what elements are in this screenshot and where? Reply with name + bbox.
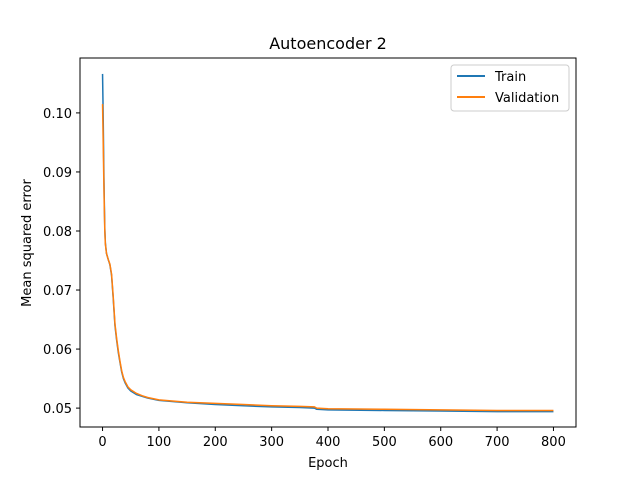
x-tick-label: 800 (541, 435, 566, 450)
x-tick-label: 400 (316, 435, 341, 450)
legend: Train Validation (450, 64, 570, 112)
x-tick-label: 700 (485, 435, 510, 450)
legend-label-validation: Validation (495, 91, 559, 106)
x-axis-label: Epoch (308, 456, 348, 471)
plot-lines (101, 73, 554, 413)
x-tick-label: 300 (259, 435, 284, 450)
y-tick-label: 0.10 (43, 107, 72, 122)
y-tick-label: 0.06 (43, 343, 72, 358)
y-tick-label: 0.08 (43, 225, 72, 240)
legend-label-train: Train (494, 70, 526, 85)
y-tick-label: 0.07 (43, 284, 72, 299)
x-tick-label: 600 (428, 435, 453, 450)
y-tick-label: 0.05 (43, 402, 72, 417)
x-tick-label: 0 (98, 435, 106, 450)
y-axis-ticks: 0.05 0.06 0.07 0.08 0.09 0.10 (43, 107, 80, 417)
x-axis-ticks: 0 100 200 300 400 500 600 700 800 (98, 427, 566, 450)
y-axis-label: Mean squared error (20, 179, 35, 307)
x-tick-label: 100 (146, 435, 171, 450)
y-tick-label: 0.09 (43, 166, 72, 181)
x-tick-label: 200 (203, 435, 228, 450)
series-line-validation (101, 104, 554, 412)
x-tick-label: 500 (372, 435, 397, 450)
chart-title: Autoencoder 2 (269, 34, 387, 53)
